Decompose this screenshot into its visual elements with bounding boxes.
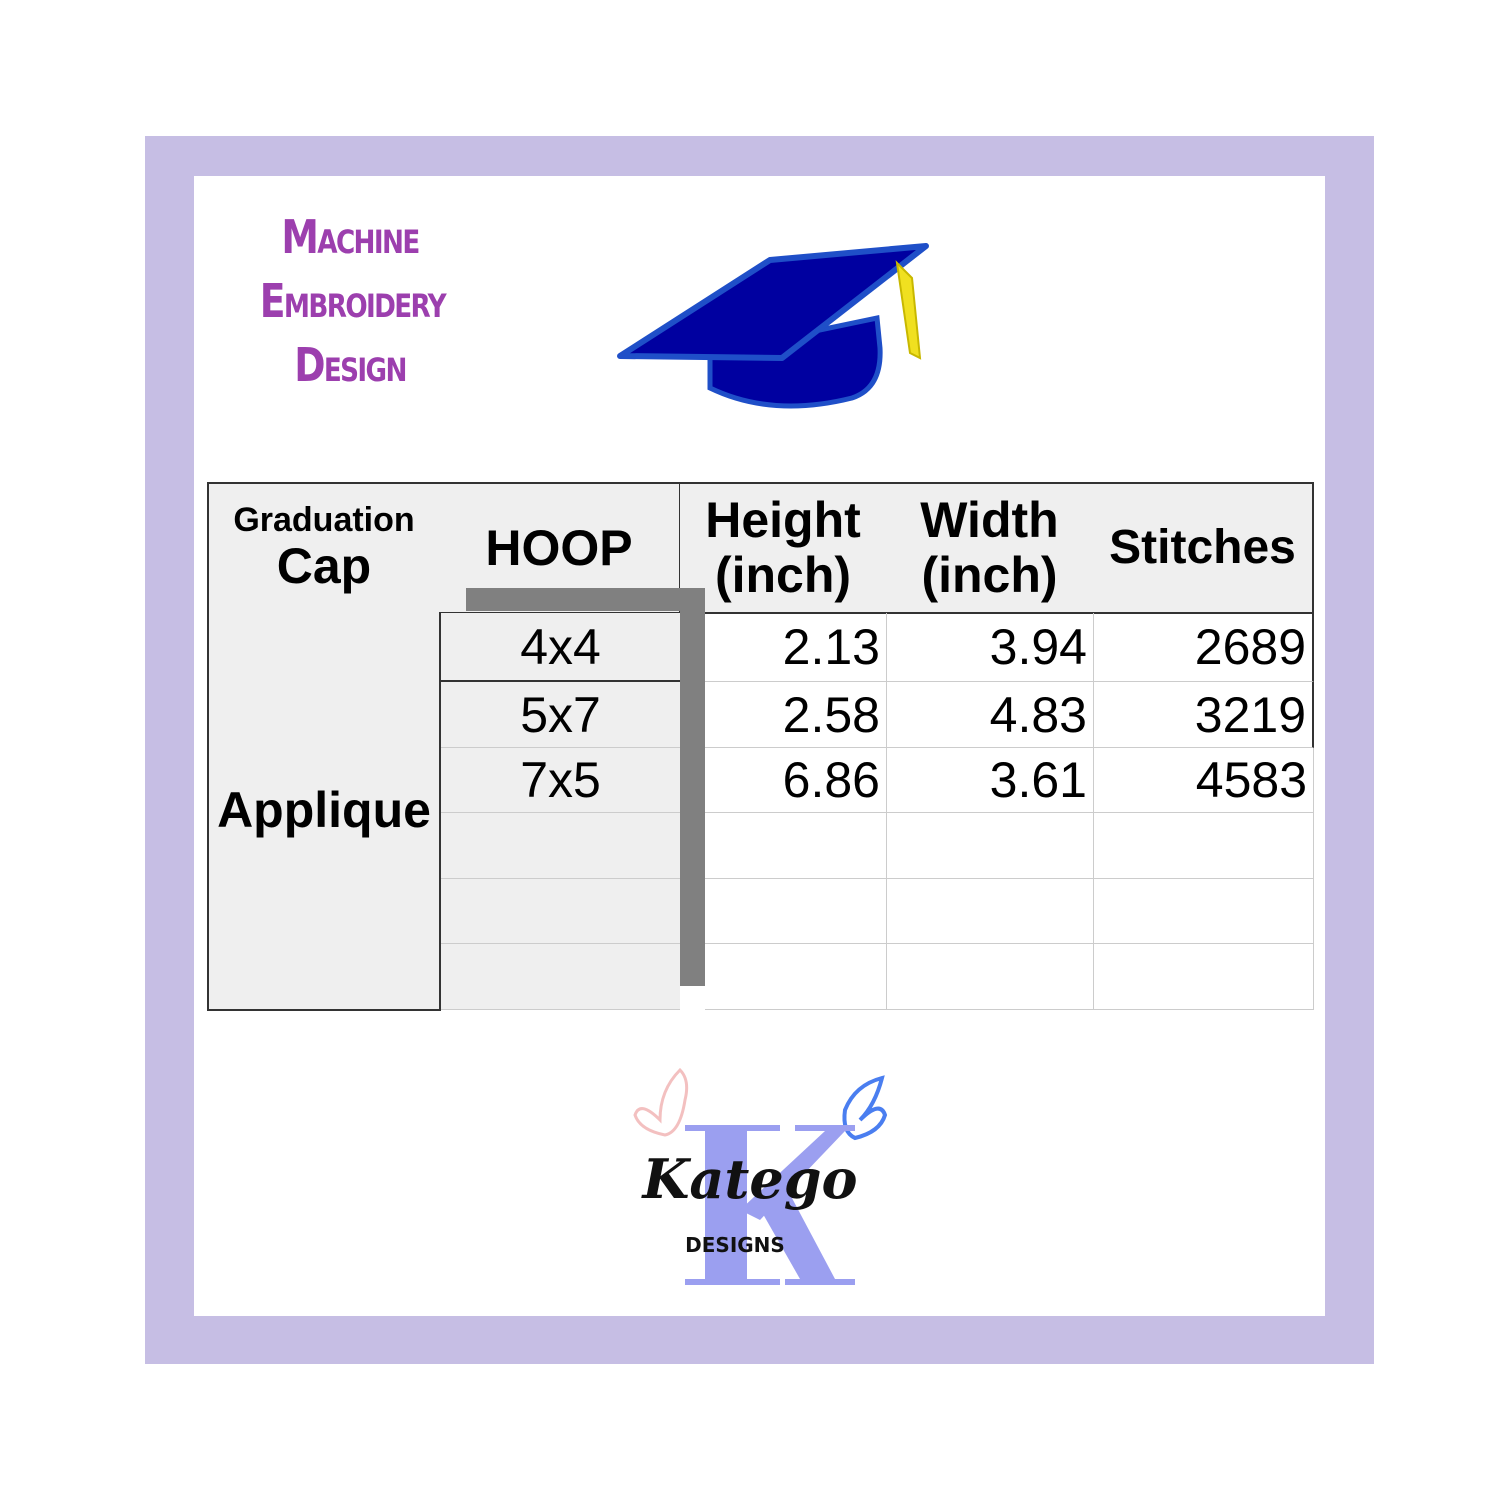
title-line-1: Machine	[281, 210, 420, 264]
height-header: Height (inch)	[680, 482, 887, 614]
height-cell	[705, 879, 887, 944]
logo-letter-k-icon	[685, 1125, 855, 1285]
width-header: Width (inch)	[886, 482, 1094, 614]
design-header-line2: Cap	[276, 538, 372, 595]
width-cell: 3.61	[887, 748, 1094, 813]
width-cell	[887, 879, 1094, 944]
height-header-line2: (inch)	[714, 547, 852, 603]
stitches-cell	[1094, 944, 1314, 1010]
design-title: Machine Embroidery Design	[259, 205, 447, 397]
width-header-line2: (inch)	[921, 547, 1058, 603]
stitches-cell: 3219	[1094, 682, 1314, 748]
design-header-line1: Graduation	[233, 500, 415, 539]
title-line-3: Design	[294, 338, 407, 392]
height-header-line1: Height	[705, 492, 861, 548]
design-header: Graduation Cap	[207, 482, 441, 614]
width-cell: 4.83	[887, 682, 1094, 748]
stitches-cell: 2689	[1094, 613, 1314, 682]
height-cell	[705, 944, 887, 1010]
shadow-bar	[680, 588, 705, 986]
category-cell: Applique	[207, 612, 441, 1011]
width-header-line1: Width	[920, 492, 1059, 548]
hoop-cell: 7x5	[441, 748, 680, 813]
title-line-2: Embroidery	[259, 274, 447, 328]
hoop-cell: 5x7	[441, 682, 680, 748]
height-cell: 2.13	[705, 613, 887, 682]
height-cell: 2.58	[705, 682, 887, 748]
graduation-cap-icon	[617, 243, 929, 409]
shadow-bar	[466, 588, 705, 611]
stitches-cell: 4583	[1094, 748, 1314, 813]
height-cell: 6.86	[705, 748, 887, 813]
width-cell: 3.94	[887, 613, 1094, 682]
hoop-cell	[441, 944, 680, 1010]
height-cell	[705, 813, 887, 879]
logo-name: Katego	[641, 1147, 858, 1211]
pink-butterfly-icon	[633, 1067, 689, 1137]
stitches-header: Stitches	[1093, 482, 1314, 614]
logo-sub: DESIGNS	[685, 1233, 785, 1257]
stitches-cell	[1094, 879, 1314, 944]
stitches-cell	[1094, 813, 1314, 879]
width-cell	[887, 944, 1094, 1010]
hoop-cell	[441, 813, 680, 879]
katego-logo: Katego DESIGNS	[633, 1067, 888, 1285]
width-cell	[887, 813, 1094, 879]
hoop-cell: 4x4	[441, 613, 680, 682]
hoop-cell	[441, 879, 680, 944]
